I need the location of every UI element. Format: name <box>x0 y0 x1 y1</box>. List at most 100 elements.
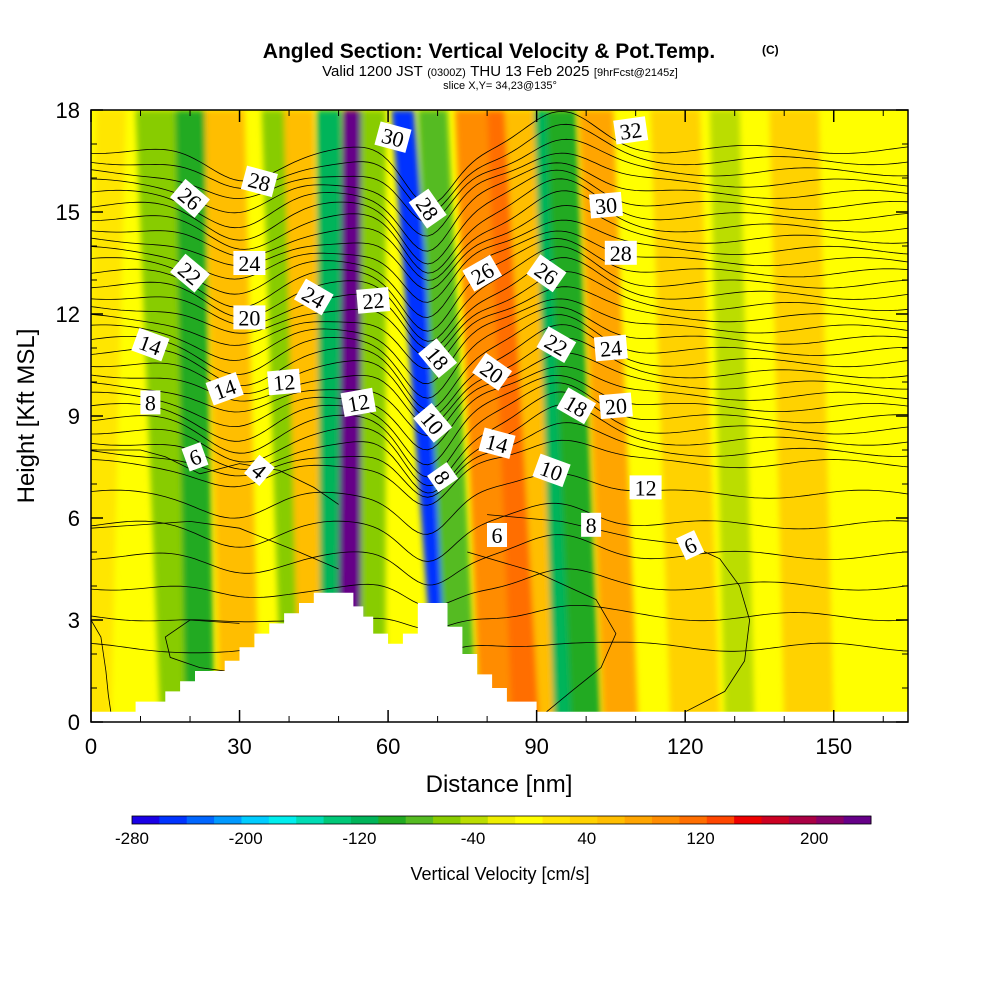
contour-label-box <box>170 253 210 293</box>
theta-isoline <box>91 382 908 478</box>
velocity-band <box>91 110 126 722</box>
contour-label-box <box>240 165 278 198</box>
theta-isoline <box>91 246 908 342</box>
low-level-contour <box>91 520 339 570</box>
contour-label-box <box>613 116 649 145</box>
contour-label-box <box>675 530 705 561</box>
colorbar-segment <box>679 816 708 824</box>
velocity-band <box>360 110 386 722</box>
colorbar-segment <box>816 816 845 824</box>
contour-label: 8 <box>581 512 602 538</box>
contour-label-text: 12 <box>272 369 296 396</box>
x-tick-label: 30 <box>227 734 251 759</box>
contour-label-box <box>244 454 275 487</box>
colorbar-segment <box>542 816 571 824</box>
y-tick-label: 9 <box>68 404 80 429</box>
x-tick-label: 120 <box>667 734 704 759</box>
theta-isoline <box>91 271 908 358</box>
theta-isoline <box>91 306 908 399</box>
y-tick-label: 12 <box>56 302 80 327</box>
velocity-band <box>769 110 834 722</box>
contour-label-box <box>462 254 503 292</box>
colorbar-segment <box>761 816 790 824</box>
contour-label-box <box>487 523 507 547</box>
theta-isoline <box>91 568 908 607</box>
colorbar-segment <box>597 816 626 824</box>
contour-label: 22 <box>356 287 391 314</box>
contour-label-text: 8 <box>586 513 597 538</box>
contour-label-box <box>629 475 662 500</box>
colorbar-segment <box>487 816 516 824</box>
colorbar-segment <box>241 816 270 824</box>
theta-isoline <box>91 152 908 237</box>
theta-isoline <box>91 298 908 385</box>
theta-isoline <box>91 123 908 213</box>
terrain <box>91 592 908 722</box>
colorbar-tick-label: 40 <box>577 829 596 848</box>
contour-label: 6 <box>181 442 209 472</box>
colorbar-label: Vertical Velocity [cm/s] <box>410 864 589 884</box>
contour-label-text: 32 <box>618 117 643 145</box>
colorbar-segment <box>405 816 434 824</box>
contour-label-box <box>472 352 513 391</box>
contour-label: 14 <box>131 327 170 362</box>
colorbar-tick-label: 120 <box>686 829 714 848</box>
contour-label-box <box>205 372 244 406</box>
contour-label: 12 <box>267 368 302 396</box>
theta-isoline <box>91 138 908 223</box>
contour-label-box <box>526 254 567 293</box>
chart-title-unit: (C) <box>762 43 779 57</box>
colorbar-tick-label: 200 <box>800 829 828 848</box>
contour-label: 30 <box>589 191 623 219</box>
velocity-band <box>261 110 307 722</box>
low-level-contour <box>91 619 112 712</box>
contour-label-box <box>267 368 302 396</box>
contour-label: 26 <box>526 254 567 293</box>
theta-isoline <box>91 257 908 350</box>
theta-isoline <box>91 238 908 332</box>
chart-title: Angled Section: Vertical Velocity & Pot.… <box>263 40 715 63</box>
velocity-band <box>454 110 515 722</box>
colorbar-segment <box>569 816 598 824</box>
contour-label: 32 <box>613 116 649 145</box>
theta-isoline <box>91 205 908 290</box>
theta-isoline <box>91 439 908 506</box>
theta-isoline <box>91 502 908 562</box>
contour-label-box <box>532 453 571 488</box>
y-axis-label: Height [Kft MSL] <box>13 329 40 504</box>
x-tick-label: 0 <box>85 734 97 759</box>
contour-label-text: 24 <box>238 251 260 276</box>
colorbar-segment <box>268 816 297 824</box>
velocity-band <box>284 110 329 722</box>
colorbar-tick-label: -40 <box>461 829 486 848</box>
x-tick-label: 90 <box>524 734 548 759</box>
theta-isoline <box>91 534 908 586</box>
contour-label: 30 <box>374 121 412 153</box>
contour-label-box <box>374 121 412 153</box>
contour-label-box <box>356 287 391 314</box>
contour-label: 6 <box>675 530 705 561</box>
contour-label-box <box>604 240 637 265</box>
colorbar-segment <box>734 816 763 824</box>
contour-label-box <box>589 191 623 219</box>
colorbar-frame <box>131 815 872 825</box>
valid-line: Valid 1200 JST (0300Z) THU 13 Feb 2025 [… <box>322 63 678 80</box>
colorbar-segment <box>296 816 325 824</box>
colorbar-segment <box>378 816 407 824</box>
x-tick-label: 60 <box>376 734 400 759</box>
contour-label: 24 <box>233 251 266 276</box>
colorbar-segment <box>652 816 680 824</box>
forecast-label: [9hrFcst@2145z] <box>594 67 678 79</box>
contour-label-box <box>181 442 209 472</box>
colorbar-segment <box>323 816 352 824</box>
contour-label-text: 20 <box>604 393 628 420</box>
contour-label: 28 <box>240 165 278 198</box>
y-tick-label: 0 <box>68 710 80 735</box>
contour-label-box <box>581 512 602 537</box>
velocity-band <box>709 110 755 722</box>
contour-label-box <box>170 178 210 218</box>
slice-label: slice X,Y= 34,23@135° <box>443 80 557 92</box>
contour-label-text: 24 <box>599 335 623 362</box>
contour-label-box <box>536 326 577 363</box>
